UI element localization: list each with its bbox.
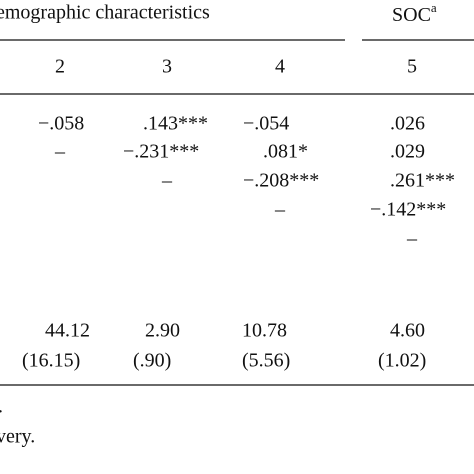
column-header: 2	[55, 56, 65, 78]
sd-cell: (16.15)	[22, 350, 80, 372]
cell: .026	[390, 113, 425, 135]
mean-cell: 44.12	[45, 320, 90, 342]
sd-cell: (1.02)	[378, 350, 426, 372]
cell: −.142***	[370, 199, 446, 221]
cell: −.058	[38, 113, 84, 135]
cell: −.231***	[123, 141, 199, 163]
sd-cell: (.90)	[133, 350, 171, 372]
sd-cell: (5.56)	[242, 350, 290, 372]
cell: –	[54, 141, 66, 163]
group-header-text: SOC	[392, 4, 431, 26]
footnote: .	[0, 396, 3, 418]
cell: .261***	[390, 170, 455, 192]
column-header: 4	[275, 56, 285, 78]
cell: .081*	[263, 141, 308, 163]
footnote: very.	[0, 426, 35, 448]
superscript: a	[431, 0, 437, 15]
column-header: 5	[407, 56, 417, 78]
group-header: SOCa	[392, 0, 437, 26]
mean-cell: 2.90	[145, 320, 180, 342]
cell: .143***	[143, 113, 208, 135]
column-header: 3	[162, 56, 172, 78]
cell: –	[161, 170, 173, 192]
cell: –	[406, 228, 418, 250]
cell: −.054	[243, 113, 289, 135]
cell: .029	[390, 141, 425, 163]
mean-cell: 4.60	[390, 320, 425, 342]
group-header: emographic characteristics	[0, 2, 210, 24]
cell: −.208***	[243, 170, 319, 192]
cell: –	[274, 199, 286, 221]
mean-cell: 10.78	[242, 320, 287, 342]
